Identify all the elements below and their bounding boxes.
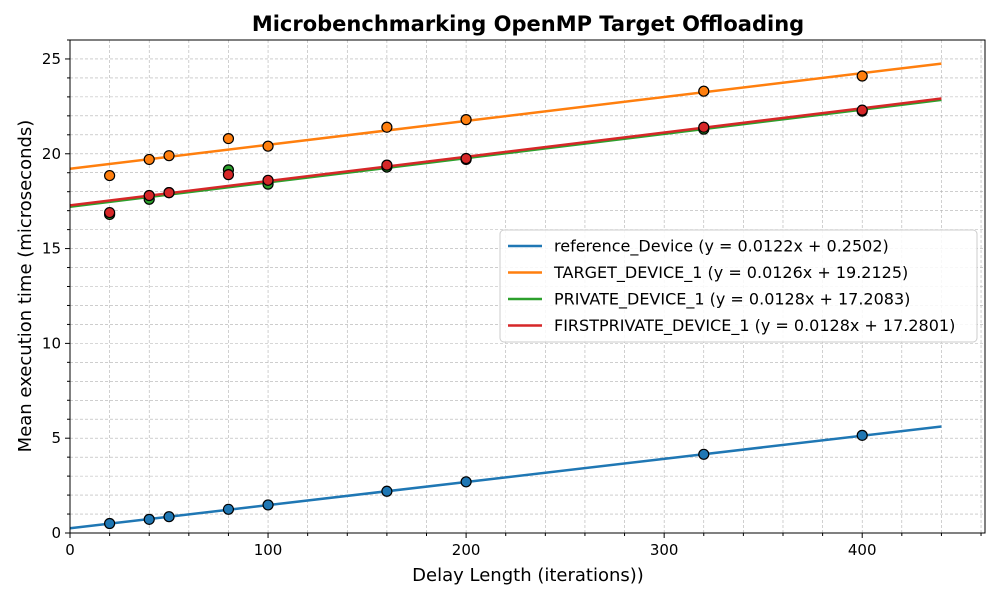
data-point-0-3 xyxy=(222,503,235,515)
data-point-1-5 xyxy=(381,121,393,133)
x-tick-label: 0 xyxy=(65,541,75,559)
data-point-1-7 xyxy=(698,85,710,97)
data-point-1-3 xyxy=(222,133,235,145)
data-point-1-8 xyxy=(856,70,868,82)
data-point-3-1 xyxy=(143,189,155,202)
axis-ticks: 0 100 200 300 400 0 5 10 15 20 25 xyxy=(42,39,982,559)
y-tick-label: 25 xyxy=(42,50,61,68)
data-point-3-6 xyxy=(460,152,472,165)
data-point-1-0 xyxy=(104,169,116,182)
x-tick-label: 300 xyxy=(650,541,679,559)
fit-line-2 xyxy=(69,98,942,208)
data-point-3-3 xyxy=(222,169,235,181)
data-point-0-0 xyxy=(104,517,116,530)
fit-line-1 xyxy=(69,62,942,170)
x-tick-label: 200 xyxy=(452,541,481,559)
data-point-0-4 xyxy=(262,499,274,511)
data-point-0-6 xyxy=(460,476,472,488)
data-point-3-0 xyxy=(104,206,116,219)
data-point-0-5 xyxy=(381,485,393,497)
legend-box xyxy=(499,229,978,343)
data-point-0-7 xyxy=(698,448,710,460)
data-point-1-4 xyxy=(262,140,274,152)
legend-label-1: TARGET_DEVICE_1 (y = 0.0126x + 19.2125) xyxy=(553,263,908,283)
y-axis-label: Mean execution time (microseconds) xyxy=(15,120,36,453)
legend-label-2: PRIVATE_DEVICE_1 (y = 0.0128x + 17.2083) xyxy=(554,290,910,310)
legend-label-3: FIRSTPRIVATE_DEVICE_1 (y = 0.0128x + 17.… xyxy=(554,316,955,336)
data-point-3-5 xyxy=(381,159,393,171)
y-tick-label: 15 xyxy=(42,240,61,258)
legend: reference_Device (y = 0.0122x + 0.2502) T… xyxy=(499,229,978,343)
y-tick-label: 0 xyxy=(51,524,61,542)
x-tick-label: 400 xyxy=(848,541,877,559)
data-point-3-4 xyxy=(262,174,274,186)
fit-line-0 xyxy=(69,425,942,530)
data-point-3-2 xyxy=(163,187,175,199)
fit-lines xyxy=(69,62,942,530)
data-points xyxy=(104,70,868,530)
data-point-1-2 xyxy=(163,150,175,162)
x-axis-label: Delay Length (iterations)) xyxy=(412,565,644,586)
data-point-1-1 xyxy=(143,153,155,166)
legend-label-0: reference_Device (y = 0.0122x + 0.2502) xyxy=(554,237,889,257)
data-point-0-2 xyxy=(163,511,175,523)
data-point-3-7 xyxy=(698,121,710,133)
y-tick-label: 20 xyxy=(42,145,61,163)
data-point-3-8 xyxy=(856,104,868,116)
data-point-1-6 xyxy=(460,114,472,126)
fit-line-3 xyxy=(69,97,942,207)
data-point-0-8 xyxy=(856,429,868,441)
data-point-0-1 xyxy=(143,513,155,525)
x-tick-label: 100 xyxy=(254,541,283,559)
chart-title: Microbenchmarking OpenMP Target Offloadi… xyxy=(252,12,804,36)
y-tick-label: 10 xyxy=(42,334,61,352)
y-tick-label: 5 xyxy=(51,429,61,447)
